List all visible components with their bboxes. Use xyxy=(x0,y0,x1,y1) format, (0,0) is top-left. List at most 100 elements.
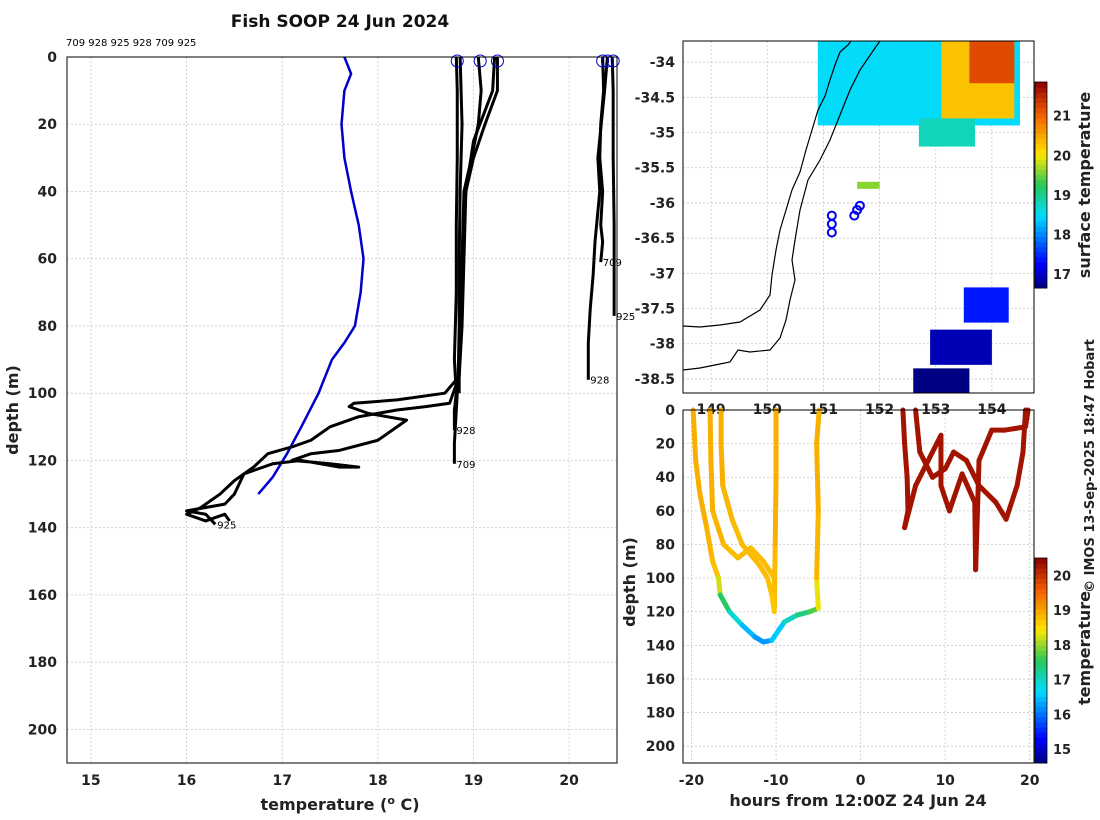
map-colorbar-segment xyxy=(1035,251,1047,258)
section-y-tick-label: 80 xyxy=(656,537,676,553)
map-colorbar-segment xyxy=(1035,169,1047,176)
profile-y-tick-label: 140 xyxy=(28,521,57,537)
temperature-track-segment xyxy=(765,575,775,598)
section-colorbar-tick-label: 20 xyxy=(1053,569,1071,584)
section-colorbar-segment xyxy=(1035,578,1047,585)
map-colorbar-segment xyxy=(1035,143,1047,150)
temperature-track-segment xyxy=(769,619,787,643)
section-colorbar-segment xyxy=(1035,675,1047,682)
coastline xyxy=(683,41,852,328)
section-colorbar-segment xyxy=(1035,722,1047,728)
map-colorbar-segment xyxy=(1035,97,1047,104)
map-colorbar-segment xyxy=(1035,154,1047,160)
profile-end-label: 709 xyxy=(456,460,475,471)
section-colorbar-segment xyxy=(1035,619,1047,626)
map-colorbar-segment xyxy=(1035,267,1047,274)
section-colorbar-segment xyxy=(1035,558,1047,564)
profile-x-tick-label: 18 xyxy=(368,773,387,789)
temperature-track-segment xyxy=(930,466,948,480)
map-colorbar-segment xyxy=(1035,236,1047,243)
section-colorbar-segment xyxy=(1035,757,1047,764)
map-colorbar-segment xyxy=(1035,133,1047,140)
temperature-track-segment xyxy=(976,483,999,505)
section-colorbar-segment xyxy=(1035,563,1047,569)
temperature-track-segment xyxy=(976,427,995,463)
section-colorbar-segment xyxy=(1035,634,1047,641)
section-colorbar-frame xyxy=(1034,557,1048,764)
temperature-track-segment xyxy=(739,541,762,568)
map-y-tick-label: -38.5 xyxy=(635,372,675,388)
profile-end-label: 709 xyxy=(603,258,622,269)
sst-patch xyxy=(963,287,1009,323)
temperature-track-segment xyxy=(721,541,741,561)
section-axes-box xyxy=(682,409,1035,764)
profile-y-tick-label: 40 xyxy=(38,184,58,200)
section-x-tick-label: 10 xyxy=(935,773,955,789)
temperature-track-segment xyxy=(720,483,735,522)
map-colorbar-segment xyxy=(1035,195,1047,201)
section-colorbar-segment xyxy=(1035,732,1047,738)
sst-patch xyxy=(930,329,992,365)
temperature-track-segment xyxy=(704,525,716,564)
sst-patch xyxy=(969,41,1015,84)
temperature-track-segment xyxy=(1020,407,1029,455)
temperature-track-segment xyxy=(739,622,758,640)
map-colorbar-segment xyxy=(1035,205,1047,212)
section-y-tick-label: 160 xyxy=(646,672,675,688)
temperature-track-segment xyxy=(716,575,723,598)
surface-marker xyxy=(606,54,620,68)
section-y-tick-label: 40 xyxy=(656,470,676,486)
profile-line xyxy=(452,56,459,431)
map-colorbar-tick-label: 21 xyxy=(1053,110,1071,125)
map-colorbar-segment xyxy=(1035,282,1047,289)
climatology-line xyxy=(257,56,365,495)
map-panel: 149150151152153154-34-34.5-35-35.5-36-36… xyxy=(635,40,1094,418)
surface-marker xyxy=(473,54,487,68)
section-colorbar-segment xyxy=(1035,593,1047,600)
credit-text: © IMOS 13-Sep-2025 18:47 Hobart xyxy=(1083,339,1098,593)
profile-x-tick-label: 16 xyxy=(177,773,196,789)
temperature-track-segment xyxy=(690,407,699,463)
section-x-tick-label: -10 xyxy=(763,773,789,789)
map-colorbar-tick-label: 19 xyxy=(1053,189,1071,204)
section-y-tick-label: 0 xyxy=(665,403,675,419)
section-colorbar-tick-label: 17 xyxy=(1053,674,1071,689)
section-colorbar-segment xyxy=(1035,686,1047,692)
sst-patch xyxy=(913,368,970,393)
section-y-tick-label: 20 xyxy=(656,437,676,453)
temperature-track-segment xyxy=(814,508,821,581)
section-x-tick-label: 20 xyxy=(1020,773,1040,789)
profile-panel: Fish SOOP 24 Jun 2024 709 928 925 928 70… xyxy=(3,12,635,814)
profile-y-tick-label: 60 xyxy=(38,252,58,268)
map-colorbar-segment xyxy=(1035,87,1047,93)
map-y-tick-label: -36 xyxy=(650,196,675,212)
temperature-track-segment xyxy=(708,457,716,514)
temperature-track-segment xyxy=(917,449,936,480)
section-colorbar-segment xyxy=(1035,624,1047,631)
section-colorbar-segment xyxy=(1035,609,1047,615)
shelf-break-contour xyxy=(683,41,881,371)
map-colorbar-segment xyxy=(1035,215,1047,222)
map-y-tick-label: -37.5 xyxy=(635,302,675,318)
section-colorbar-segment xyxy=(1035,650,1047,656)
map-y-tick-label: -34.5 xyxy=(635,90,675,106)
map-colorbar-segment xyxy=(1035,200,1047,207)
section-colorbar-segment xyxy=(1035,701,1047,708)
temperature-track-segment xyxy=(814,441,821,514)
section-colorbar-segment xyxy=(1035,752,1047,759)
section-colorbar-segment xyxy=(1035,629,1047,636)
map-y-tick-label: -35 xyxy=(650,126,675,142)
temperature-track-segment xyxy=(963,457,982,489)
surface-marker xyxy=(450,54,464,68)
profile-y-tick-label: 160 xyxy=(28,588,57,604)
profile-end-label: 925 xyxy=(616,312,635,323)
section-colorbar-segment xyxy=(1035,588,1047,595)
section-xlabel: hours from 12:00Z 24 Jun 24 xyxy=(729,791,986,810)
temperature-track-segment xyxy=(902,441,910,480)
section-colorbar-segment xyxy=(1035,737,1047,743)
profile-line xyxy=(586,56,609,380)
temperature-track-segment xyxy=(902,483,919,531)
station-marker xyxy=(826,227,837,238)
map-colorbar-tick-label: 20 xyxy=(1053,149,1071,164)
section-colorbar-segment xyxy=(1035,665,1047,672)
